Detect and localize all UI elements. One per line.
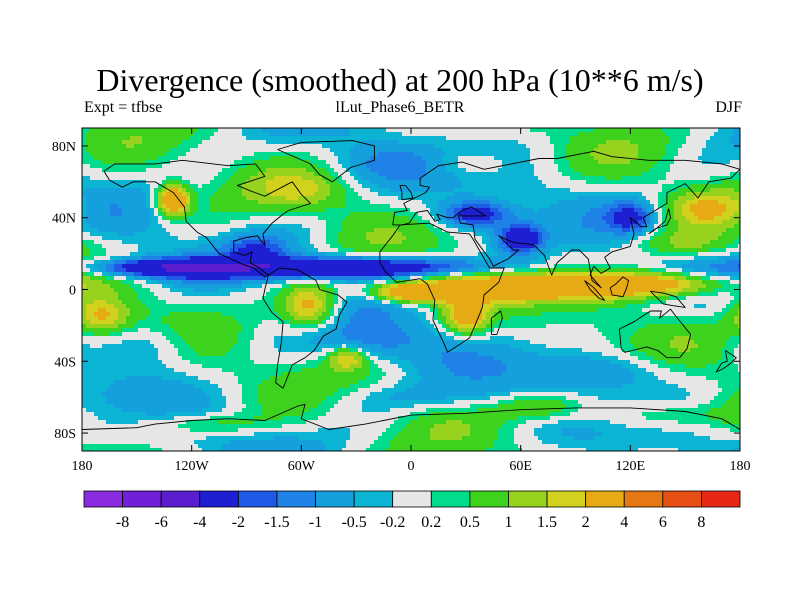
colorbar-label: 1 (504, 514, 512, 531)
lon-tick-label: 120W (175, 459, 210, 474)
lat-tick-label: 80N (52, 140, 76, 155)
coastline-south-america (262, 267, 348, 389)
colorbar-swatch (508, 490, 548, 508)
coastline-sumatra (584, 280, 606, 301)
coastline-new-guinea (650, 290, 686, 308)
season-label: DJF (715, 99, 742, 116)
lat-tick-label: 80S (54, 427, 76, 442)
lon-tick-label: 120E (616, 459, 646, 474)
colorbar-swatch (83, 490, 123, 508)
colorbar-swatch (546, 490, 587, 508)
coastline-greenland (277, 140, 375, 183)
colorbar: -8 -6 -4 -2 -1.5 -1 -0.5 -0.2 0.2 0.5 1 1.5 2 4 6 8 (83, 490, 741, 531)
colorbar-swatch (469, 490, 509, 508)
colorbar-swatch (353, 490, 394, 508)
coastline-north-america (103, 159, 311, 278)
colorbar-swatch (701, 490, 741, 508)
colorbar-swatch (315, 490, 355, 508)
plot-title: Divergence (smoothed) at 200 hPa (10**6 … (96, 62, 704, 98)
colorbar-label: -4 (193, 514, 206, 531)
case-label: lLut_Phase6_BETR (335, 99, 465, 116)
colorbar-label: -1.5 (264, 514, 289, 531)
coastlines (82, 140, 740, 430)
experiment-label: Expt = tfbse (84, 99, 163, 116)
colorbar-swatch (392, 490, 432, 508)
colorbar-label: 6 (659, 514, 667, 531)
lon-tick-label: 60W (288, 459, 316, 474)
colorbar-swatch (585, 490, 625, 508)
map-axes: 180 120W 60W 0 60E 120E 180 80N 40N 0 40S 80S (52, 128, 751, 474)
colorbar-label: -1 (309, 514, 322, 531)
coastline-australia (618, 308, 692, 359)
coastline-antarctica (82, 403, 740, 430)
colorbar-label: 8 (697, 514, 705, 531)
colorbar-label: 0.5 (460, 514, 480, 531)
coastline-eurasia (392, 150, 740, 289)
colorbar-swatch (160, 490, 201, 508)
divergence-field (82, 128, 740, 451)
colorbar-label: 2 (582, 514, 590, 531)
lat-tick-label: 40S (54, 355, 76, 370)
lon-tick-label: 180 (72, 459, 93, 474)
colorbar-swatch (662, 490, 702, 508)
coastline-borneo (609, 276, 629, 298)
colorbar-swatch (122, 490, 162, 508)
colorbar-swatch (430, 490, 471, 508)
coastline-madagascar (490, 310, 503, 335)
colorbar-label: 1.5 (537, 514, 557, 531)
colorbar-label: -6 (155, 514, 168, 531)
coastline-britain (399, 184, 414, 201)
colorbar-label: -0.5 (341, 514, 366, 531)
colorbar-swatch (623, 490, 664, 508)
lon-tick-label: 180 (730, 459, 751, 474)
colorbar-label: -8 (116, 514, 129, 531)
lon-tick-label: 0 (408, 459, 415, 474)
colorbar-label: 4 (620, 514, 628, 531)
lat-tick-label: 40N (52, 212, 76, 227)
colorbar-label: 0.2 (421, 514, 441, 531)
colorbar-swatch (276, 490, 316, 508)
colorbar-label: -2 (232, 514, 245, 531)
colorbar-swatch (199, 490, 239, 508)
coastline-new-zealand (715, 350, 737, 373)
coastline-japan (648, 208, 671, 235)
coastline-africa (379, 222, 505, 353)
colorbar-swatch (237, 490, 278, 508)
colorbar-label: -0.2 (380, 514, 405, 531)
lat-tick-label: 0 (69, 284, 76, 299)
lon-tick-label: 60E (509, 459, 532, 474)
